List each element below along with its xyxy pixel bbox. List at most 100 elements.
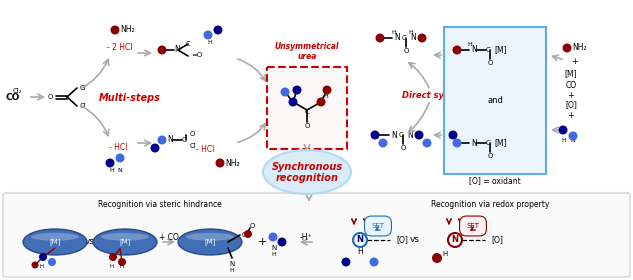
Circle shape xyxy=(563,43,572,53)
Circle shape xyxy=(422,139,432,148)
Circle shape xyxy=(292,85,301,95)
Text: [O]: [O] xyxy=(396,235,408,244)
Circle shape xyxy=(48,258,56,266)
Text: N: N xyxy=(471,139,477,148)
Circle shape xyxy=(118,258,126,266)
FancyBboxPatch shape xyxy=(444,27,546,174)
Text: H: H xyxy=(40,263,44,269)
Text: +: + xyxy=(572,57,579,67)
Text: N: N xyxy=(391,130,397,139)
Text: =O: =O xyxy=(191,52,203,58)
Text: N: N xyxy=(272,245,277,251)
Circle shape xyxy=(115,153,125,162)
Text: N: N xyxy=(570,139,575,143)
Text: N: N xyxy=(356,235,363,244)
Text: [M]: [M] xyxy=(49,239,61,245)
Text: C: C xyxy=(399,132,404,138)
Text: O: O xyxy=(190,131,196,137)
Text: Synchronous: Synchronous xyxy=(272,162,342,172)
Text: C: C xyxy=(182,137,187,143)
Circle shape xyxy=(316,97,325,106)
Circle shape xyxy=(277,237,287,246)
Text: N: N xyxy=(410,34,416,43)
Circle shape xyxy=(375,34,384,43)
Text: N: N xyxy=(167,136,173,144)
Text: C: C xyxy=(242,232,247,238)
Circle shape xyxy=(379,139,387,148)
Ellipse shape xyxy=(178,229,242,255)
Circle shape xyxy=(415,130,423,139)
Text: - 2 HCl: - 2 HCl xyxy=(107,43,133,53)
Text: recognition: recognition xyxy=(275,173,339,183)
Circle shape xyxy=(268,232,277,241)
Circle shape xyxy=(322,85,332,95)
Text: SET: SET xyxy=(372,223,384,229)
Circle shape xyxy=(432,253,442,263)
Text: + CO: + CO xyxy=(159,232,179,241)
Text: H: H xyxy=(272,251,277,256)
Text: H: H xyxy=(409,29,413,34)
Text: [M]: [M] xyxy=(494,45,506,55)
Text: N: N xyxy=(118,167,122,172)
Text: Recognition via redox property: Recognition via redox property xyxy=(431,200,549,209)
Text: N: N xyxy=(471,45,477,55)
Text: H: H xyxy=(392,29,396,34)
Text: O: O xyxy=(403,48,409,54)
Text: +: + xyxy=(568,111,574,120)
Text: N: N xyxy=(394,34,400,43)
Circle shape xyxy=(558,125,568,134)
Text: H: H xyxy=(561,139,567,143)
Text: C: C xyxy=(304,109,310,115)
Ellipse shape xyxy=(101,233,149,241)
Text: [O]: [O] xyxy=(565,101,577,109)
Circle shape xyxy=(106,158,115,167)
Text: [O]: [O] xyxy=(491,235,503,244)
Text: Cl: Cl xyxy=(80,85,87,91)
Text: H: H xyxy=(110,167,115,172)
Text: C: C xyxy=(185,41,191,47)
Text: Recognition via steric hindrance: Recognition via steric hindrance xyxy=(98,200,222,209)
Text: C: C xyxy=(486,140,491,146)
Circle shape xyxy=(280,87,289,97)
FancyBboxPatch shape xyxy=(267,67,347,149)
Text: O: O xyxy=(487,153,492,159)
Text: O: O xyxy=(487,60,492,66)
Ellipse shape xyxy=(263,150,351,194)
Circle shape xyxy=(158,45,166,55)
Text: NH₂: NH₂ xyxy=(225,158,240,167)
Text: CO: CO xyxy=(5,92,20,102)
Circle shape xyxy=(453,45,461,55)
Text: [M]: [M] xyxy=(565,69,577,78)
Text: Cl: Cl xyxy=(80,103,87,109)
Circle shape xyxy=(111,25,120,34)
Circle shape xyxy=(370,258,379,267)
Circle shape xyxy=(568,132,577,141)
Text: H: H xyxy=(208,39,213,45)
Circle shape xyxy=(244,230,252,238)
Text: vs: vs xyxy=(85,237,95,246)
Text: - HCl: - HCl xyxy=(196,146,214,155)
Text: [M]: [M] xyxy=(494,139,506,148)
Text: [M]: [M] xyxy=(204,239,216,245)
Text: H: H xyxy=(110,265,114,269)
Ellipse shape xyxy=(23,229,87,255)
Text: Cl₂: Cl₂ xyxy=(13,88,23,94)
Text: Direct synthesis: Direct synthesis xyxy=(402,90,479,99)
Circle shape xyxy=(213,25,223,34)
Text: +: + xyxy=(568,90,574,99)
Text: Unsymmetrical
urea: Unsymmetrical urea xyxy=(275,42,339,61)
Text: +: + xyxy=(257,237,266,247)
Ellipse shape xyxy=(31,233,79,241)
Text: and: and xyxy=(487,96,503,105)
Text: Multi-steps: Multi-steps xyxy=(99,93,161,103)
Circle shape xyxy=(341,258,351,267)
Circle shape xyxy=(289,97,298,106)
Text: H: H xyxy=(120,265,124,269)
Ellipse shape xyxy=(93,229,157,255)
Text: [O] = oxidant: [O] = oxidant xyxy=(469,176,521,186)
Circle shape xyxy=(449,130,458,139)
Text: N: N xyxy=(229,261,235,267)
Text: N: N xyxy=(174,45,180,55)
Text: O: O xyxy=(304,123,310,129)
Text: NH₂: NH₂ xyxy=(572,43,587,53)
